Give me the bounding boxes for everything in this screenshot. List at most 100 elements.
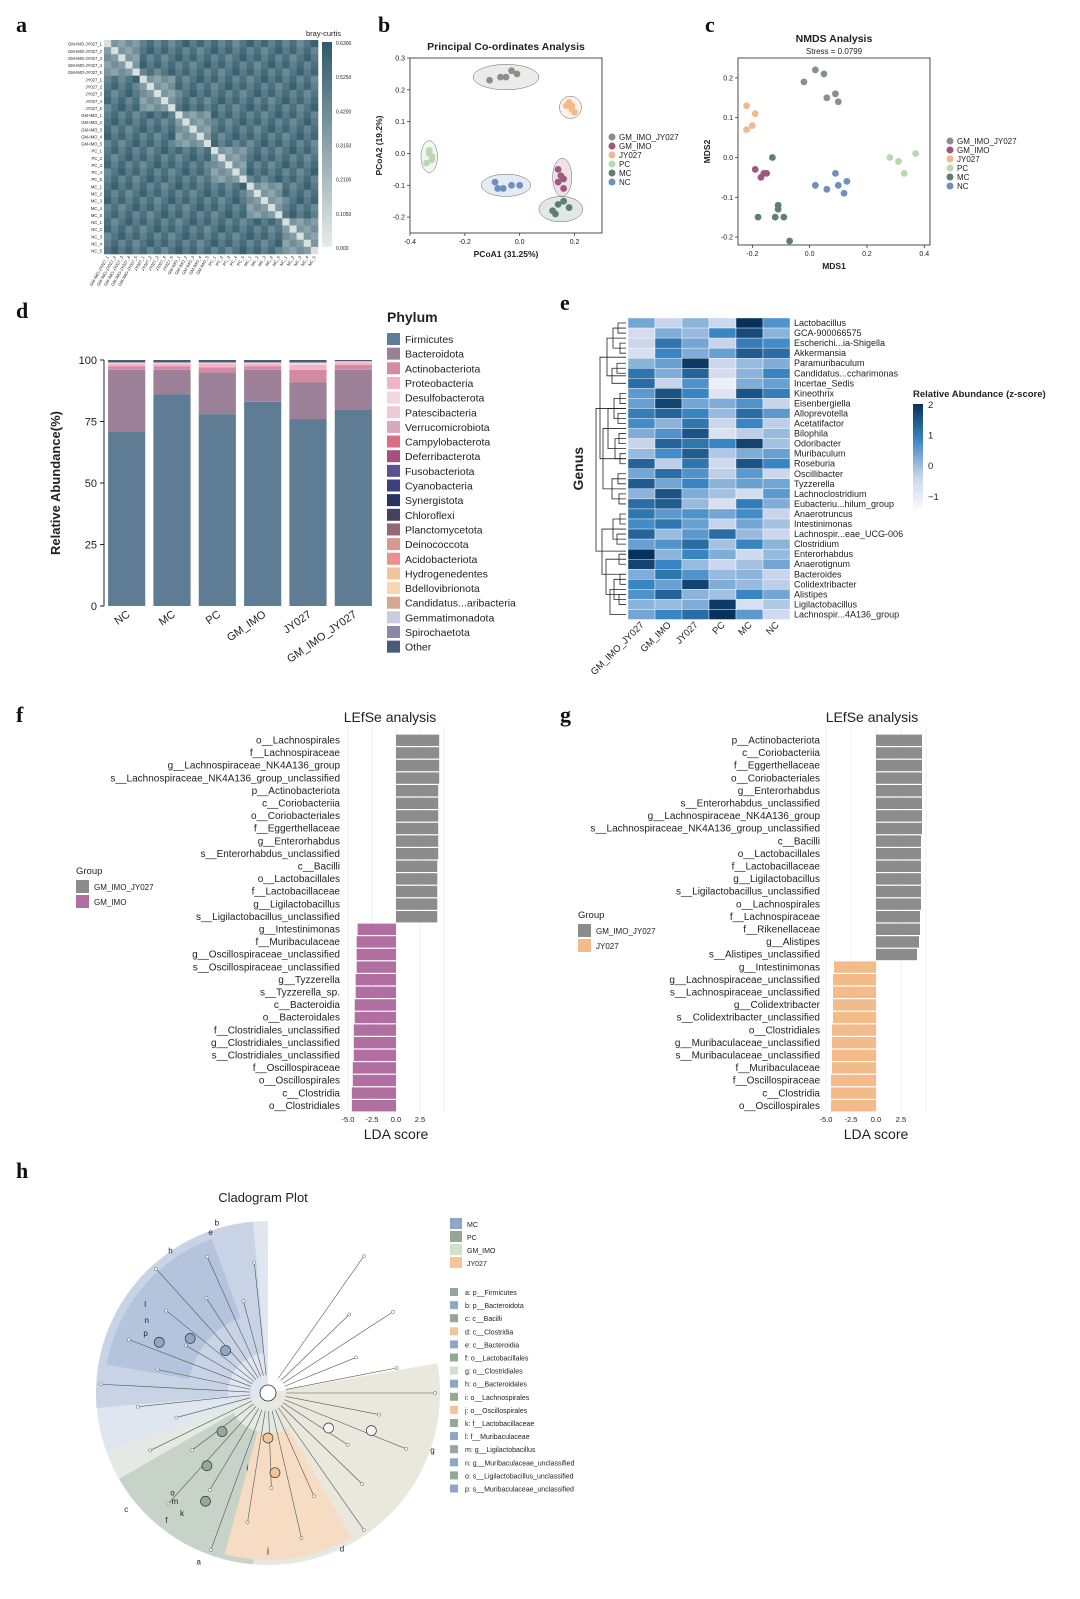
heatmap-cell [296, 182, 305, 191]
heatmap-cell [211, 125, 219, 134]
heatmap-cell [654, 609, 683, 620]
heatmap-cell [246, 89, 255, 98]
heatmap-cell [762, 528, 791, 540]
heatmap-col-label: MC_5 [271, 254, 281, 267]
dendrogram-branch [601, 528, 626, 575]
x-tick-label: -5.0 [820, 1115, 833, 1124]
heatmap-cell [211, 232, 219, 241]
clade-node [345, 1442, 350, 1447]
heatmap-cell [161, 189, 169, 198]
lefse-f: o__Lachnospiralesf__Lachnospiraceaeg__La… [76, 709, 445, 1142]
heatmap-cell [111, 104, 119, 112]
bar-segment [153, 366, 191, 370]
heatmap-row-label: JY027_5 [85, 106, 102, 111]
highlighted-clade-node [323, 1422, 334, 1434]
heatmap-cell [104, 154, 112, 162]
heatmap-cell [260, 225, 269, 233]
heatmap-cell [189, 139, 198, 148]
heatmap-cell [681, 448, 710, 459]
heatmap-cell [232, 182, 240, 191]
heatmap-cell [275, 218, 283, 226]
heatmap-cell [303, 97, 312, 105]
clade-node-label: e [208, 1228, 213, 1237]
heatmap-cell [132, 125, 140, 134]
taxon-label: f__Clostridiales_unclassified [214, 1025, 340, 1036]
heatmap-cell [260, 196, 269, 205]
legend-label: Gemmatimonadota [405, 612, 494, 624]
x-tick-label: NC [112, 609, 132, 628]
heatmap-cell [735, 518, 764, 530]
heatmap-cell [762, 518, 791, 530]
heatmap-cell [253, 232, 262, 241]
heatmap-cell [282, 204, 290, 212]
heatmap-cell [260, 232, 269, 241]
heatmap-cell [275, 89, 283, 98]
heatmap-cell [104, 40, 112, 48]
heatmap-cell [104, 225, 112, 233]
heatmap-cell [627, 418, 656, 429]
heatmap-cell [118, 82, 126, 91]
lda-bar [396, 785, 439, 797]
heatmap-cell [735, 438, 764, 449]
heatmap-cell [260, 89, 269, 98]
row-label: Escherichi...ia-Shigella [794, 338, 885, 348]
heatmap-cell [296, 82, 305, 91]
heatmap-cell [125, 175, 133, 183]
lda-bar [831, 1087, 876, 1099]
heatmap-cell [175, 246, 183, 255]
heatmap-cell [735, 478, 764, 490]
lda-bar [832, 1062, 876, 1074]
heatmap-cell [203, 111, 212, 119]
clade-branch [278, 1407, 365, 1530]
heatmap-cell [654, 488, 683, 500]
taxon-label: c__Coriobacteriia [262, 799, 340, 810]
heatmap-cell [762, 559, 791, 570]
heatmap-cell [681, 398, 710, 409]
lda-bar [876, 885, 921, 898]
heatmap-cell [282, 82, 290, 91]
heatmap-cell [139, 218, 148, 226]
legend-label: MC [957, 173, 970, 182]
heatmap-cell [218, 196, 226, 205]
clade-branch [247, 1410, 266, 1523]
heatmap-cell [282, 218, 290, 226]
taxon-label: s__Lachnospiraceae_NK4A136_group_unclass… [110, 773, 340, 784]
heatmap-cell [153, 68, 162, 76]
heatmap-cell [175, 161, 183, 169]
heatmap-cell [654, 559, 683, 570]
heatmap-cell [275, 225, 283, 233]
heatmap-cell [225, 204, 233, 212]
clade-node [404, 1446, 409, 1451]
y-tick-label: -0.1 [393, 183, 405, 190]
heatmap-cell [161, 54, 169, 62]
heatmap-cell [289, 82, 297, 91]
data-point [571, 108, 578, 116]
legend-label: Candidatus...aribacteria [405, 598, 516, 610]
legend-marker [608, 151, 616, 159]
lda-bar [876, 860, 921, 872]
taxa-legend-label: g: o__Clostridiales [465, 1369, 523, 1376]
heatmap-cell [146, 246, 155, 255]
heatmap-cell [735, 347, 764, 359]
heatmap-cell [239, 97, 247, 105]
heatmap-cell [708, 599, 737, 610]
heatmap-cell [161, 161, 169, 169]
heatmap-cell [303, 218, 312, 226]
heatmap-cell [246, 54, 255, 62]
heatmap-cell [225, 211, 233, 219]
heatmap-cell [182, 75, 190, 84]
heatmap-cell [289, 147, 297, 155]
legend-title: Group [76, 866, 102, 877]
clade-node [394, 1366, 399, 1370]
heatmap-row-label: JY027_3 [85, 92, 102, 97]
heatmap-cell [132, 196, 140, 205]
heatmap-cell [762, 458, 791, 469]
heatmap-cell [239, 61, 247, 69]
heatmap-cell [111, 118, 119, 126]
heatmap-cell [627, 488, 656, 500]
heatmap-cell [175, 47, 183, 55]
taxon-label: c__Clostridia [762, 1088, 820, 1099]
lda-bar [396, 835, 439, 847]
clade-node-label: l [144, 1300, 146, 1309]
heatmap-cell [654, 458, 683, 469]
